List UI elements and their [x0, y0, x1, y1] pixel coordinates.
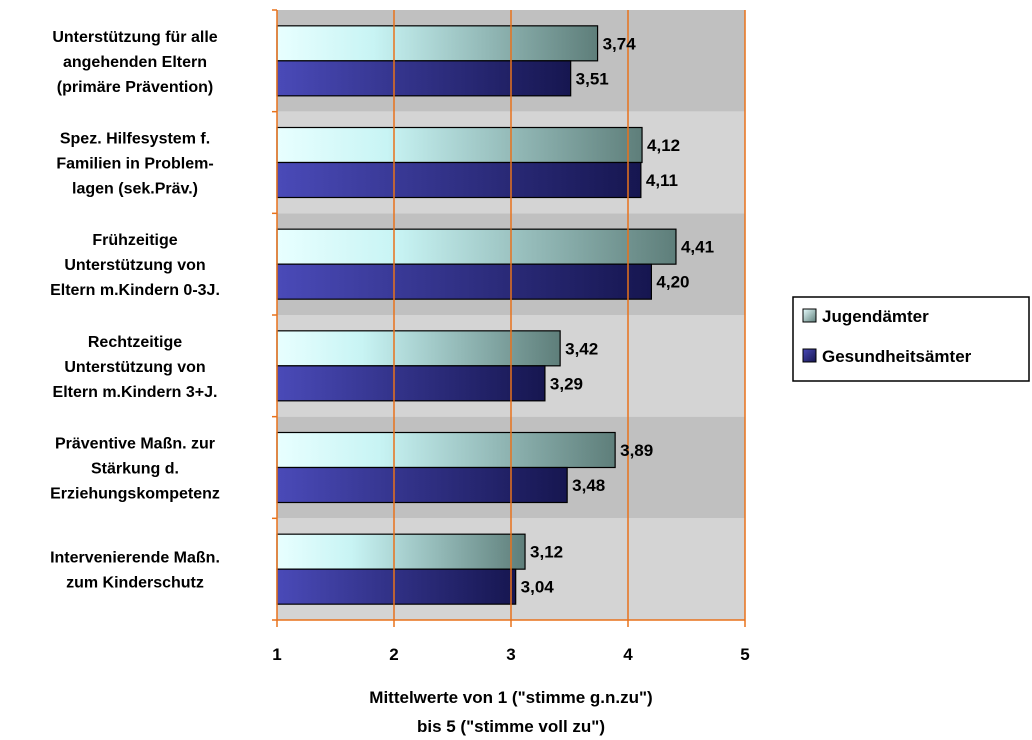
bar-gesundheitsaemter — [276, 263, 652, 300]
category-label: Spez. Hilfesystem f. — [60, 131, 210, 148]
bar-gesundheitsaemter — [276, 365, 546, 402]
category-label: zum Kinderschutz — [66, 575, 204, 592]
x-axis-title: bis 5 ("stimme voll zu") — [417, 717, 605, 736]
bar-gesundheitsaemter — [276, 161, 642, 199]
category-label: Rechtzeitige — [88, 334, 182, 351]
x-axis-title: Mittelwerte von 1 ("stimme g.n.zu") — [369, 688, 652, 707]
x-tick-label: 1 — [272, 645, 281, 664]
category-label: Eltern m.Kindern 0-3J. — [50, 282, 220, 299]
data-label: 3,74 — [603, 34, 637, 53]
category-label: lagen (sek.Präv.) — [72, 181, 198, 198]
legend-label: Gesundheitsämter — [822, 347, 972, 366]
data-label: 4,20 — [656, 273, 689, 292]
category-label: Intervenierende Maßn. — [50, 550, 220, 567]
data-label: 3,89 — [620, 441, 653, 460]
category-label: Unterstützung von — [64, 257, 205, 274]
bar-jugendaemter — [276, 330, 561, 367]
labels: 3,74 3,51 Unterstützung für alle angehenden… — [50, 29, 750, 736]
category-label: (primäre Prävention) — [57, 79, 213, 96]
x-tick-label: 4 — [623, 645, 633, 664]
bar-gesundheitsaemter — [276, 568, 517, 605]
x-tick-label: 3 — [506, 645, 515, 664]
category-label: Unterstützung für alle — [52, 29, 217, 46]
x-tick-label: 2 — [389, 645, 398, 664]
data-label: 3,48 — [572, 476, 605, 495]
bar-jugendaemter — [276, 228, 677, 265]
bar-jugendaemter — [276, 126, 643, 164]
category-label: Frühzeitige — [92, 232, 177, 249]
axes — [272, 9, 746, 627]
data-label: 3,04 — [521, 578, 555, 597]
data-label: 3,29 — [550, 374, 583, 393]
legend: Jugendämter Gesundheitsämter — [792, 296, 1030, 382]
legend-box — [792, 296, 1030, 382]
bar-jugendaemter — [276, 431, 616, 469]
legend-swatch-jugendaemter — [802, 308, 817, 323]
data-label: 3,12 — [530, 543, 563, 562]
category-label: Präventive Maßn. zur — [55, 436, 215, 453]
bars — [276, 25, 677, 605]
data-label: 4,11 — [646, 171, 678, 190]
bar-gesundheitsaemter — [276, 466, 568, 504]
category-label: Stärkung d. — [91, 461, 179, 478]
category-label: Unterstützung von — [64, 359, 205, 376]
x-tick-label: 5 — [740, 645, 749, 664]
data-label: 3,42 — [565, 339, 598, 358]
category-label: Erziehungskompetenz — [50, 486, 220, 503]
legend-label: Jugendämter — [822, 307, 929, 326]
bar-jugendaemter — [276, 533, 526, 570]
legend-swatch-gesundheitsaemter — [802, 348, 817, 363]
category-label: Eltern m.Kindern 3+J. — [53, 384, 218, 401]
data-label: 3,51 — [576, 69, 609, 88]
bar-gesundheitsaemter — [276, 60, 572, 97]
category-label: Familien in Problem- — [56, 156, 213, 173]
category-label: angehenden Eltern — [63, 54, 207, 71]
data-label: 4,12 — [647, 136, 680, 155]
data-label: 4,41 — [681, 238, 714, 257]
bar-jugendaemter — [276, 25, 599, 62]
